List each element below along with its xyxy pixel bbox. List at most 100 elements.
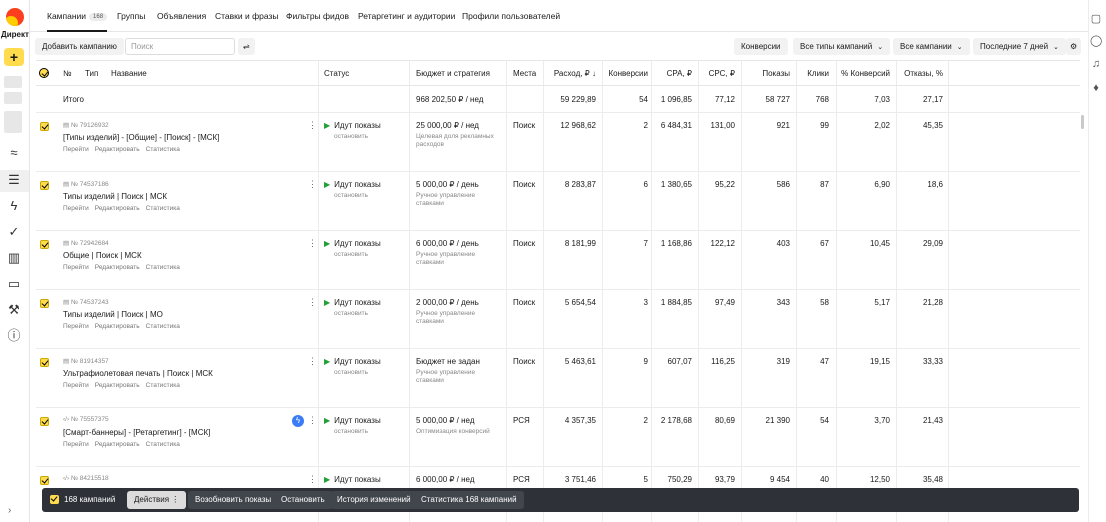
campaign-name[interactable]: Типы изделий | Поиск | МО <box>63 310 163 319</box>
col-bounce[interactable]: Отказы, % <box>904 69 943 78</box>
stop-link[interactable]: остановить <box>334 251 369 258</box>
campaign-budget[interactable]: 2 000,00 ₽ / день <box>416 298 479 307</box>
box-icon[interactable]: ▭ <box>7 276 21 291</box>
filter-settings-icon[interactable]: ⇌ <box>238 38 255 55</box>
row-checkbox[interactable] <box>40 240 49 249</box>
select-all-checkbox[interactable] <box>39 68 49 78</box>
info-icon[interactable]: ⓘ <box>7 328 21 343</box>
more-vertical-icon[interactable]: ⋮ <box>308 297 317 307</box>
tab-user-profiles[interactable]: Профили пользователей <box>462 11 561 21</box>
stats-link[interactable]: Статистика <box>145 323 180 330</box>
bulk-select-checkbox[interactable] <box>50 495 59 504</box>
edit-link[interactable]: Редактировать <box>94 323 140 330</box>
row-checkbox[interactable] <box>40 181 49 190</box>
campaign-name[interactable]: Ультрафиолетовая печать | Поиск | МСК <box>63 369 213 378</box>
stats-link[interactable]: Статистика <box>145 146 180 153</box>
row-checkbox[interactable] <box>40 358 49 367</box>
check-circle-icon[interactable]: ✓ <box>8 224 20 239</box>
col-conversions[interactable]: Конверсии <box>608 69 648 78</box>
tab-bids-phrases[interactable]: Ставки и фразы <box>215 11 279 21</box>
edit-link[interactable]: Редактировать <box>94 205 140 212</box>
stats-link[interactable]: Статистика <box>145 382 180 389</box>
tab-retargeting[interactable]: Ретаргетинг и аудитории <box>358 11 456 21</box>
more-vertical-icon[interactable]: ⋮ <box>308 238 317 248</box>
row-checkbox[interactable] <box>40 299 49 308</box>
campaign-name[interactable]: [Типы изделий] - [Общие] - [Поиск] - [МС… <box>63 133 220 142</box>
campaign-row[interactable]: ‹/› № 75557375 [Смарт-баннеры] - [Ретарге… <box>36 408 1080 467</box>
campaign-name[interactable]: [Смарт-баннеры] - [Ретаргетинг] - [МСК] <box>63 428 211 437</box>
add-campaign-button[interactable]: Добавить кампанию <box>35 38 124 55</box>
campaign-budget[interactable]: 5 000,00 ₽ / нед <box>416 416 475 425</box>
autotargeting-icon[interactable]: ϟ <box>292 415 304 427</box>
period-select[interactable]: Последние 7 дней ⌄ <box>973 38 1066 55</box>
col-name[interactable]: Название <box>111 69 147 78</box>
campaign-row[interactable]: ▤ № 81914357 Ультрафиолетовая печать | По… <box>36 349 1080 408</box>
campaign-row[interactable]: ▤ № 72942684 Общие | Поиск | МСК Перейти Ре… <box>36 231 1080 290</box>
campaign-row[interactable]: ▤ № 74537186 Типы изделий | Поиск | МСК Пе… <box>36 172 1080 231</box>
conversions-button[interactable]: Конверсии <box>734 38 788 55</box>
change-history-button[interactable]: История изменений <box>330 491 418 509</box>
more-vertical-icon[interactable]: ⋮ <box>308 356 317 366</box>
stop-link[interactable]: остановить <box>334 133 369 140</box>
notepad-icon[interactable]: ▢ <box>1090 13 1102 25</box>
col-number[interactable]: № <box>63 69 72 78</box>
tab-groups[interactable]: Группы <box>117 11 146 21</box>
stop-link[interactable]: остановить <box>334 428 369 435</box>
gear-icon[interactable]: ⚙ <box>1066 38 1082 55</box>
stop-link[interactable]: остановить <box>334 310 369 317</box>
go-link[interactable]: Перейти <box>63 323 89 330</box>
stats-link[interactable]: Статистика <box>145 441 180 448</box>
go-link[interactable]: Перейти <box>63 146 89 153</box>
tab-ads[interactable]: Объявления <box>157 11 207 21</box>
go-link[interactable]: Перейти <box>63 205 89 212</box>
bar-chart-icon[interactable]: ▥ <box>7 250 21 265</box>
edit-link[interactable]: Редактировать <box>94 441 140 448</box>
scrollbar-thumb[interactable] <box>1081 115 1084 129</box>
tab-campaigns[interactable]: Кампании 168 <box>47 11 108 32</box>
stop-link[interactable]: остановить <box>334 369 369 376</box>
chat-icon[interactable]: ◯ <box>1090 35 1103 47</box>
edit-link[interactable]: Редактировать <box>94 382 140 389</box>
campaign-name[interactable]: Типы изделий | Поиск | МСК <box>63 192 168 201</box>
row-checkbox[interactable] <box>40 122 49 131</box>
yandex-direct-logo[interactable] <box>6 8 24 26</box>
more-vertical-icon[interactable]: ⋮ <box>308 120 317 130</box>
more-vertical-icon[interactable]: ⋮ <box>308 474 317 484</box>
campaign-name[interactable]: Общие | Поиск | МСК <box>63 251 142 260</box>
go-link[interactable]: Перейти <box>63 382 89 389</box>
campaign-budget[interactable]: 5 000,00 ₽ / день <box>416 180 479 189</box>
resume-shows-button[interactable]: Возобновить показы <box>188 491 279 509</box>
more-vertical-icon[interactable]: ⋮ <box>308 179 317 189</box>
campaigns-list-icon[interactable]: ☰ <box>8 172 20 187</box>
campaign-budget[interactable]: 6 000,00 ₽ / день <box>416 239 479 248</box>
wrench-icon[interactable]: ⚒ <box>8 302 20 317</box>
col-spend[interactable]: Расход, ₽ ↓ <box>553 69 596 78</box>
col-cpc[interactable]: CPC, ₽ <box>708 69 735 78</box>
search-input[interactable]: Поиск <box>125 38 235 55</box>
col-status[interactable]: Статус <box>324 69 350 78</box>
campaign-row[interactable]: ▤ № 74537243 Типы изделий | Поиск | МО Пер… <box>36 290 1080 349</box>
expand-chevron-icon[interactable]: › <box>8 505 12 516</box>
col-place[interactable]: Места <box>513 69 537 78</box>
more-vertical-icon[interactable]: ⋮ <box>308 415 317 425</box>
row-checkbox[interactable] <box>40 476 49 485</box>
col-clicks[interactable]: Клики <box>807 69 829 78</box>
col-budget[interactable]: Бюджет и стратегия <box>416 69 490 78</box>
campaign-budget[interactable]: Бюджет не задан <box>416 357 480 366</box>
row-checkbox[interactable] <box>40 417 49 426</box>
add-icon[interactable]: + <box>4 48 24 66</box>
edit-link[interactable]: Редактировать <box>94 264 140 271</box>
thumb-up-icon[interactable]: ♦ <box>1093 82 1099 94</box>
col-conv-pct[interactable]: % Конверсий <box>841 69 890 78</box>
wave-icon[interactable]: ≈ <box>10 145 18 160</box>
stats-link[interactable]: Статистика <box>145 205 180 212</box>
bell-icon[interactable]: ♫ <box>1091 58 1101 70</box>
stop-link[interactable]: остановить <box>334 192 369 199</box>
statistics-button[interactable]: Статистика 168 кампаний <box>414 491 524 509</box>
campaign-budget[interactable]: 25 000,00 ₽ / нед <box>416 121 479 130</box>
edit-link[interactable]: Редактировать <box>94 146 140 153</box>
campaign-row[interactable]: ▤ № 79126932 [Типы изделий] - [Общие] - [… <box>36 113 1080 172</box>
col-shows[interactable]: Показы <box>762 69 790 78</box>
tab-feed-filters[interactable]: Фильтры фидов <box>286 11 349 21</box>
lightning-icon[interactable]: ϟ <box>10 198 18 213</box>
